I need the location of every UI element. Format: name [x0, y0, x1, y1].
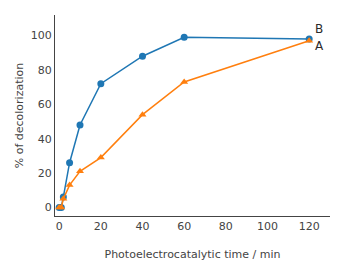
svg-text:120: 120 — [299, 220, 320, 233]
svg-text:60: 60 — [38, 98, 52, 111]
svg-text:A: A — [315, 39, 324, 53]
svg-text:B: B — [315, 22, 323, 36]
svg-text:80: 80 — [38, 64, 52, 77]
svg-text:Photoelectrocatalytic time / m: Photoelectrocatalytic time / min — [105, 248, 281, 261]
svg-text:40: 40 — [136, 220, 150, 233]
svg-text:20: 20 — [94, 220, 108, 233]
svg-text:20: 20 — [38, 167, 52, 180]
svg-text:% of decolorization: % of decolorization — [13, 63, 26, 169]
svg-text:100: 100 — [257, 220, 278, 233]
svg-text:0: 0 — [45, 201, 52, 214]
svg-text:60: 60 — [177, 220, 191, 233]
svg-text:0: 0 — [56, 220, 63, 233]
svg-text:100: 100 — [31, 29, 52, 42]
svg-text:40: 40 — [38, 133, 52, 146]
svg-text:80: 80 — [219, 220, 233, 233]
